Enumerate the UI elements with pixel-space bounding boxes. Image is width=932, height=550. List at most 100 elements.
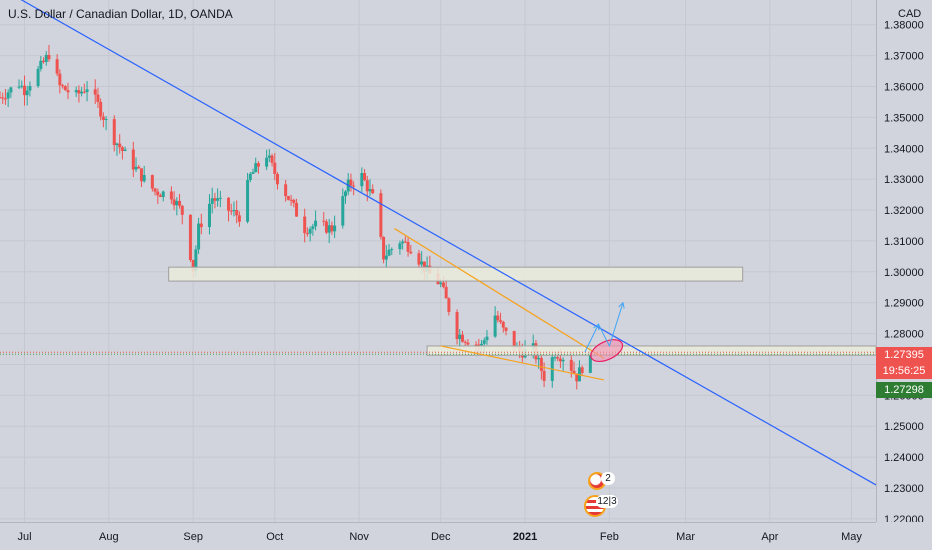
wedge-lower-line [440, 345, 605, 381]
candle-body [235, 210, 239, 216]
candle-body [131, 149, 135, 170]
time-tick-label: Jul [17, 531, 31, 543]
candle-body [232, 210, 236, 212]
candle-body [553, 357, 557, 359]
candle-body [349, 179, 353, 186]
candle-body [191, 259, 195, 272]
candle-body [207, 203, 211, 228]
time-tick-label: Dec [431, 531, 451, 543]
candle-body [58, 73, 62, 86]
candle-body [101, 116, 105, 120]
candle-body [496, 315, 500, 321]
candle-body [156, 191, 160, 196]
candle-body [169, 191, 173, 200]
time-tick-label: Aug [99, 531, 119, 543]
candle-body [501, 321, 505, 328]
price-axis[interactable]: 1.38000 1.37000 1.36000 1.35000 1.34000 1.330… [876, 0, 932, 522]
event-count-bottom: 12|3 [596, 495, 618, 508]
candle-body [248, 173, 252, 181]
candle-body [39, 60, 43, 69]
candle-body [254, 163, 258, 173]
candle-body [251, 172, 255, 174]
candle-body [401, 241, 405, 244]
projection-path [584, 302, 624, 353]
candle-body [61, 85, 65, 87]
candle-body [327, 225, 331, 233]
candle-body [0, 97, 2, 99]
candle-body [178, 200, 182, 206]
drawings [0, 0, 877, 486]
candle-body [273, 162, 277, 174]
candle-body [63, 86, 67, 91]
price-tick-label: 1.30000 [884, 267, 924, 279]
bid-price-badge: 1.27298 [876, 382, 932, 398]
candle-body [270, 155, 274, 163]
price-tick-label: 1.31000 [884, 236, 924, 248]
candle-body [561, 359, 565, 362]
candle-body [22, 85, 26, 96]
price-tick-label: 1.35000 [884, 112, 924, 124]
candle-body [368, 189, 372, 192]
candle-body [390, 249, 394, 251]
resistance-zone [168, 266, 744, 282]
candle-body [422, 261, 426, 272]
price-tick-label: 1.37000 [884, 51, 924, 63]
candle-body [485, 336, 489, 341]
candle-body [25, 90, 29, 96]
candle-body [295, 203, 299, 217]
candle-body [123, 149, 127, 151]
candle-body [558, 358, 562, 362]
last-price-badge: 1.27395 [876, 347, 932, 363]
time-tick-label: Sep [183, 531, 203, 543]
candle-body [96, 94, 100, 102]
candle-body [324, 221, 328, 233]
candle-body [504, 327, 508, 331]
candles [0, 44, 592, 390]
event-count-top: 2 [601, 472, 615, 485]
candle-body [1, 97, 5, 99]
candle-body [134, 166, 138, 170]
candle-body [305, 233, 309, 235]
candle-body [482, 340, 486, 344]
descending-trendline [20, 0, 877, 486]
candle-body [363, 173, 367, 181]
candle-body [311, 226, 315, 229]
candle-body [213, 198, 217, 201]
price-tick-label: 1.38000 [884, 20, 924, 32]
candle-body [499, 320, 503, 322]
candle-body [384, 255, 388, 260]
candle-body [417, 253, 421, 265]
candle-body [365, 180, 369, 192]
candle-body [36, 68, 40, 87]
candle-body [458, 334, 462, 340]
candle-body [237, 215, 241, 222]
candle-body [44, 54, 48, 62]
candle-body [188, 214, 192, 260]
candle-body [80, 91, 84, 94]
candle-body [352, 185, 356, 187]
price-tick-label: 1.33000 [884, 174, 924, 186]
candle-body [460, 334, 464, 342]
countdown-badge: 19:56:25 [876, 363, 932, 379]
candle-body [66, 90, 70, 93]
candle-body [344, 191, 348, 197]
candle-body [455, 312, 459, 340]
price-tick-label: 1.25000 [884, 421, 924, 433]
candle-body [180, 205, 184, 215]
candle-body [85, 89, 89, 93]
candle-body [588, 345, 592, 373]
candle-body [480, 343, 484, 346]
candle-body [6, 92, 10, 99]
candle-body [330, 225, 334, 232]
candle-body [575, 373, 579, 382]
candle-body [120, 147, 124, 151]
candle-body [218, 197, 222, 199]
candle-body [55, 59, 59, 74]
candle-body [82, 91, 86, 93]
time-axis[interactable]: Jul Aug Sep Oct Nov Dec 2021 Feb Mar Apr May [0, 522, 876, 550]
candle-body [474, 344, 478, 346]
candle-body [447, 298, 451, 313]
candle-body [512, 330, 516, 348]
time-tick-label: Apr [761, 531, 778, 543]
